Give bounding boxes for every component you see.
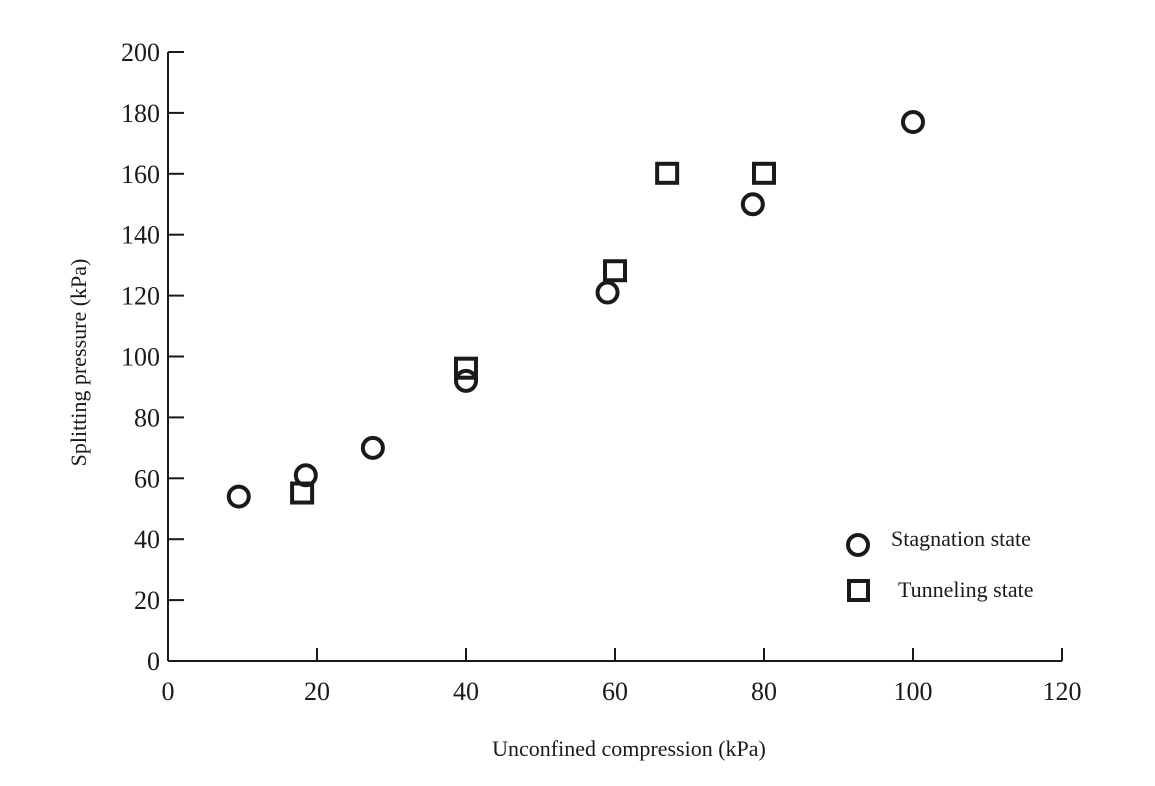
data-point-tunneling xyxy=(454,356,478,380)
x-axis-ticks: 0 20 40 60 80 100 120 xyxy=(162,648,1082,706)
x-tick-label: 80 xyxy=(751,677,777,706)
data-point-tunneling xyxy=(603,259,627,283)
data-point-tunneling xyxy=(752,161,776,185)
legend-marker-square xyxy=(847,579,870,602)
y-axis-title: Splitting pressure (kPa) xyxy=(66,259,91,467)
data-point-stagnation xyxy=(595,280,620,305)
x-tick-label: 40 xyxy=(453,677,479,706)
legend: Stagnation state Tunneling state xyxy=(846,526,1033,602)
x-tick-label: 100 xyxy=(894,677,933,706)
data-point-stagnation xyxy=(454,368,478,393)
y-tick-label: 180 xyxy=(121,99,160,128)
data-points xyxy=(226,110,925,509)
data-point-stagnation xyxy=(360,435,385,460)
y-tick-label: 40 xyxy=(134,525,160,554)
data-point-stagnation xyxy=(226,484,251,509)
y-tick-label: 60 xyxy=(134,464,160,493)
y-tick-label: 80 xyxy=(134,403,160,432)
y-tick-label: 140 xyxy=(121,221,160,250)
data-point-tunneling xyxy=(655,161,680,185)
y-tick-label: 200 xyxy=(121,38,160,67)
y-axis-ticks: 0 20 40 60 80 100 120 140 160 180 200 xyxy=(121,38,184,676)
y-tick-label: 100 xyxy=(121,343,160,372)
y-tick-label: 160 xyxy=(121,160,160,189)
data-point-stagnation xyxy=(901,110,925,135)
x-tick-label: 0 xyxy=(162,677,175,706)
data-point-tunneling xyxy=(290,481,315,505)
legend-label-stagnation: Stagnation state xyxy=(891,526,1031,551)
data-point-stagnation xyxy=(740,192,765,217)
y-tick-label: 0 xyxy=(147,647,160,676)
x-tick-label: 20 xyxy=(304,677,330,706)
y-tick-label: 120 xyxy=(121,282,160,311)
legend-label-tunneling: Tunneling state xyxy=(898,577,1033,602)
legend-marker-circle xyxy=(846,533,870,557)
x-tick-label: 120 xyxy=(1043,677,1082,706)
x-axis-title: Unconfined compression (kPa) xyxy=(492,736,766,761)
x-tick-label: 60 xyxy=(602,677,628,706)
y-tick-label: 20 xyxy=(134,586,160,615)
